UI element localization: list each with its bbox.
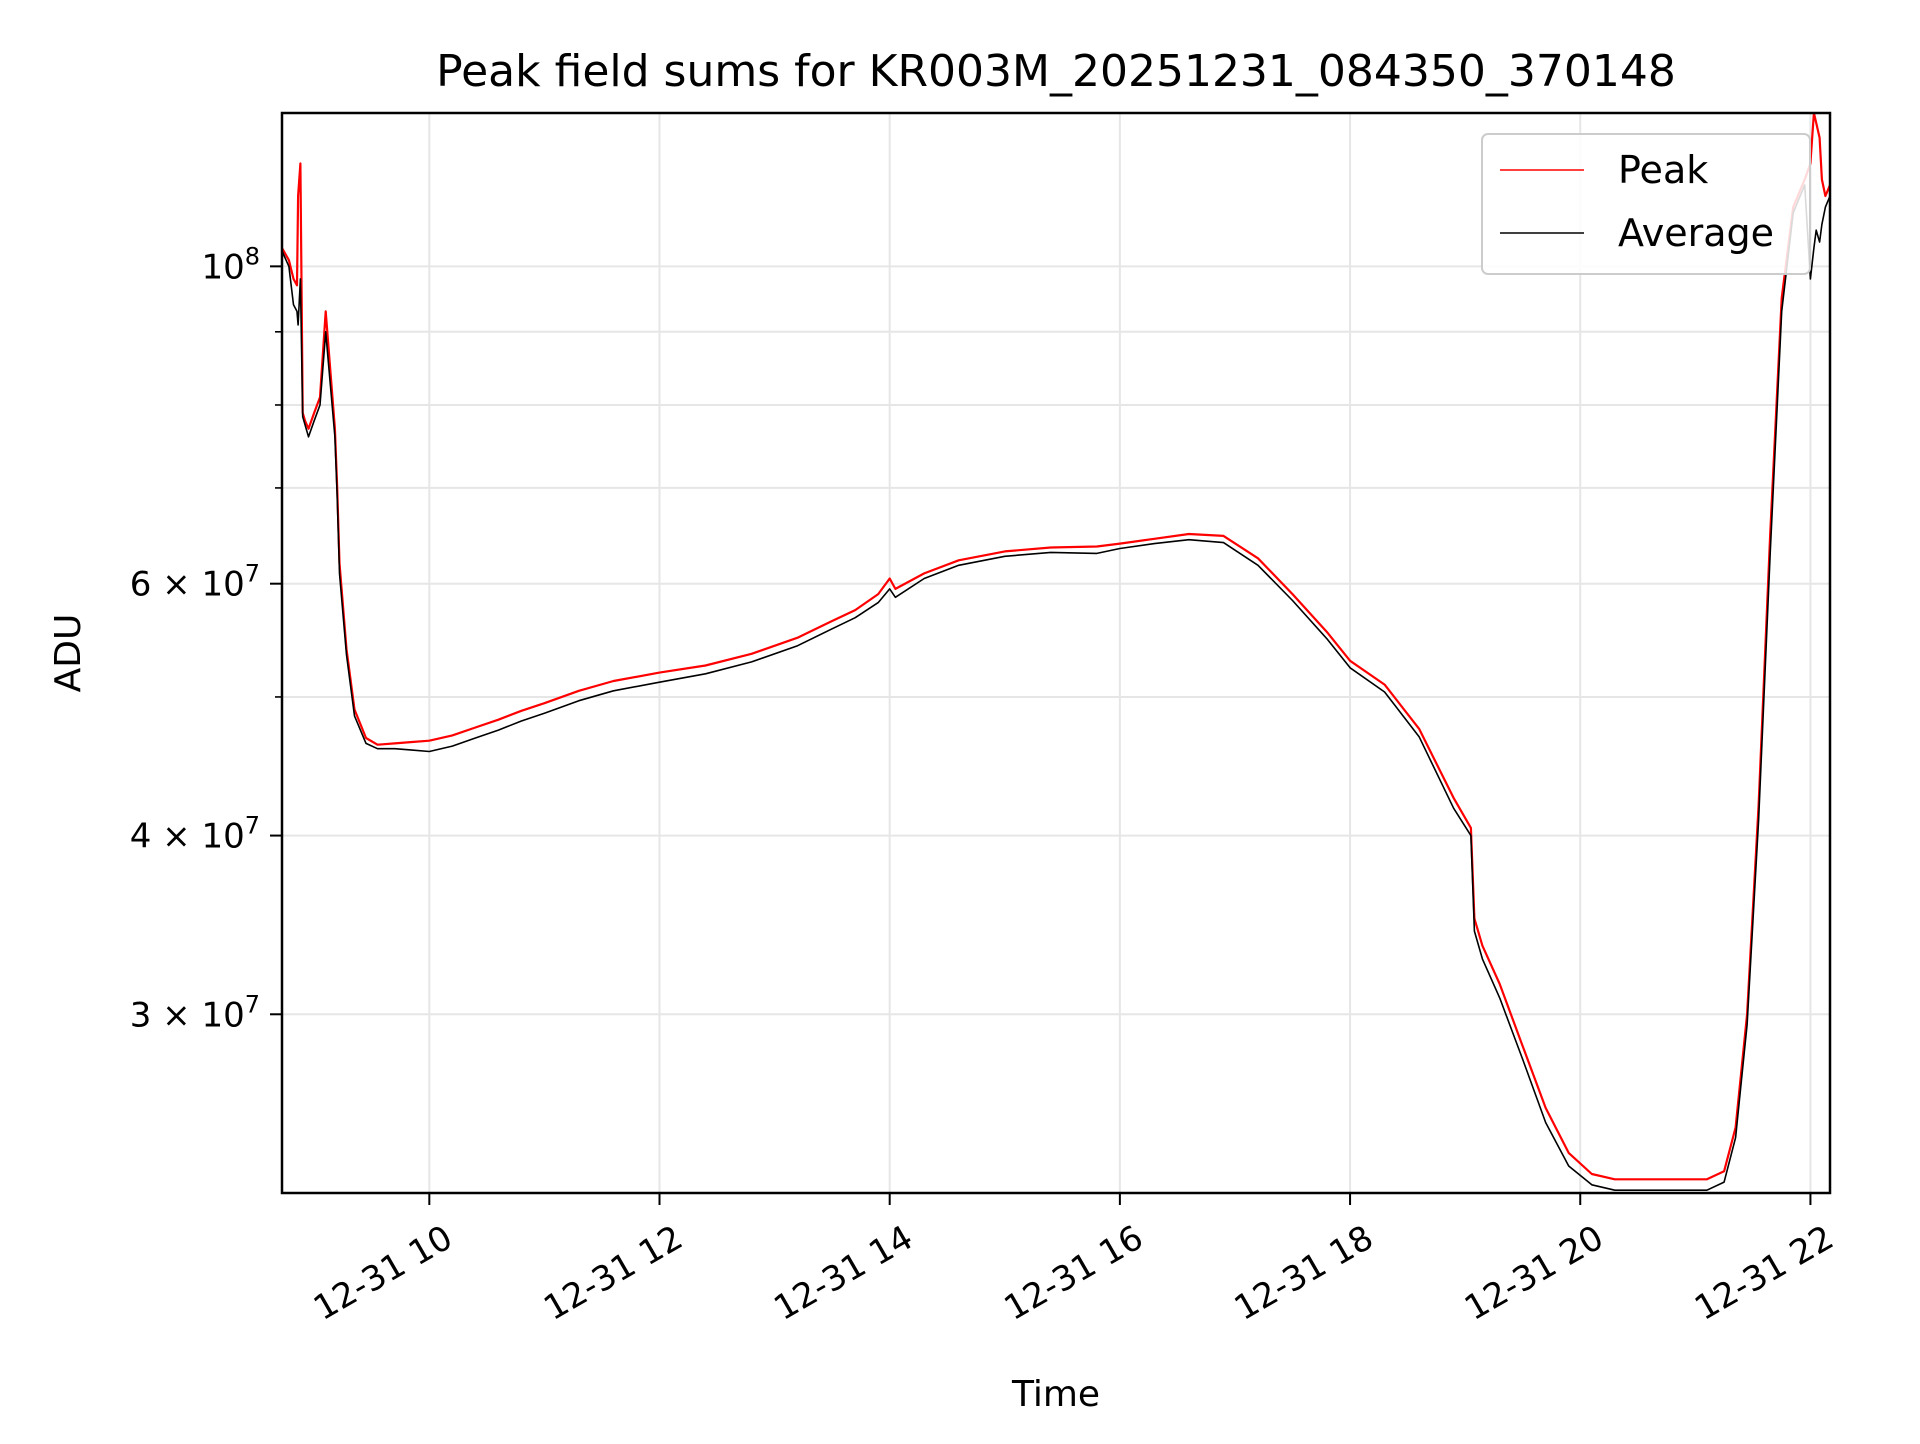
chart-title: Peak field sums for KR003M_20251231_0843… — [436, 46, 1676, 97]
x-tick-label: 12-31 22 — [1688, 1218, 1840, 1329]
x-tick-label: 12-31 18 — [1228, 1218, 1380, 1329]
plot-frame — [280, 111, 1832, 1195]
y-tick-label: 4 × 107 — [130, 812, 260, 857]
y-tick-label: 3 × 107 — [130, 990, 260, 1035]
y-tick-label: 6 × 107 — [130, 560, 260, 605]
legend: Peak Average — [1481, 133, 1811, 275]
y-tick-layer: 108 6 × 107 4 × 107 3 × 107 — [130, 242, 282, 1035]
y-axis-label: ADU — [48, 614, 89, 693]
x-tick-label: 12-31 10 — [307, 1218, 459, 1329]
legend-label-average: Average — [1618, 211, 1774, 255]
x-axis-label: Time — [1011, 1374, 1100, 1415]
grid-layer — [282, 113, 1830, 1193]
legend-label-peak: Peak — [1618, 148, 1708, 192]
x-tick-label: 12-31 14 — [767, 1218, 919, 1329]
x-tick-label: 12-31 12 — [537, 1218, 689, 1329]
y-tick-label: 108 — [201, 242, 260, 287]
series-layer — [282, 113, 1830, 1191]
series-line-average — [282, 184, 1830, 1191]
legend-box — [1481, 133, 1811, 275]
x-tick-label: 12-31 16 — [998, 1218, 1150, 1329]
x-tick-layer: 12-31 10 12-31 12 12-31 14 12-31 16 12-31 18… — [307, 1193, 1841, 1329]
x-tick-label: 12-31 20 — [1458, 1218, 1610, 1329]
